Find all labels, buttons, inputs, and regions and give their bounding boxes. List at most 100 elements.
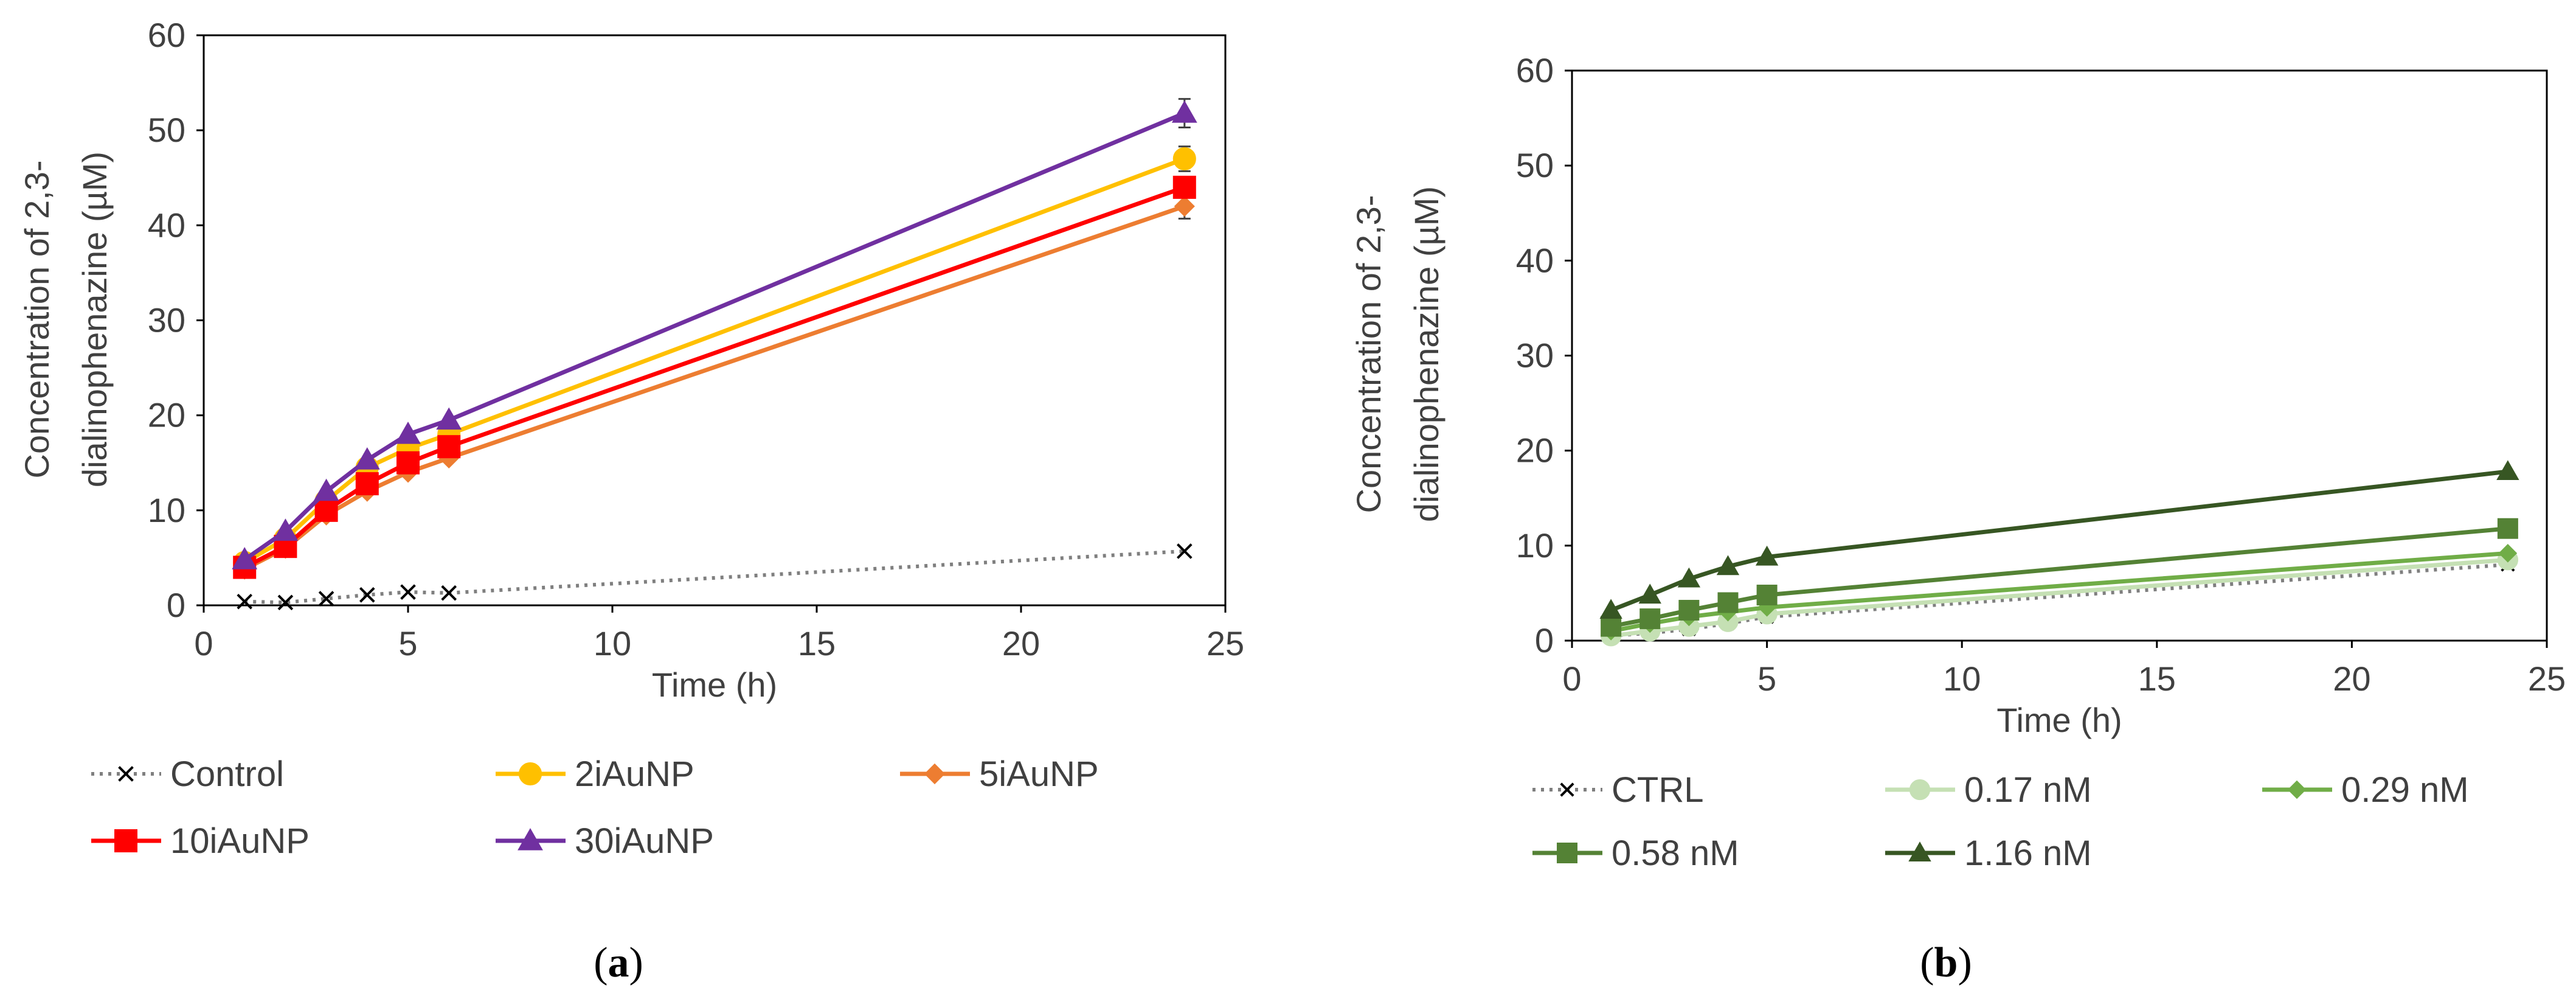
data-point: [1678, 600, 1700, 621]
data-point: [1172, 175, 1196, 199]
panel-caption: (a): [594, 939, 643, 986]
series-10iaunp: [233, 175, 1196, 579]
y-tick-label: 10: [1516, 526, 1554, 565]
y-tick-label: 40: [148, 206, 185, 244]
series-2iaunp: [233, 145, 1196, 574]
legend-label: 2iAuNP: [575, 754, 694, 794]
data-point: [354, 447, 380, 470]
series-5iaunp: [234, 193, 1195, 580]
legend-marker: [518, 762, 542, 786]
data-point: [1717, 592, 1739, 613]
chart-panel-b: 0 10 20 30 40 50 60 0 5 10 15 20 25 Time (h) Concentra…: [1349, 51, 2566, 986]
caption-letter: a: [608, 939, 629, 986]
legend-entry: 30iAuNP: [496, 821, 714, 861]
legend-marker: [1557, 843, 1577, 863]
caption-open: (: [1920, 939, 1934, 986]
x-tick-label: 20: [2333, 659, 2370, 698]
legend-marker: [924, 763, 946, 785]
legend-entry: 2iAuNP: [496, 754, 694, 794]
data-point: [441, 585, 457, 601]
caption-close: ): [629, 939, 643, 986]
y-tick-label: 60: [148, 16, 185, 54]
data-point: [1638, 583, 1661, 604]
legend: Control 2iAuNP 5iAuNP 10iAuNP 30iAuNP: [91, 754, 1099, 861]
caption-close: ): [1958, 939, 1972, 986]
series-control: [237, 543, 1193, 611]
y-axis-label-line2: dialinophenazine (µM): [75, 151, 114, 487]
series-line: [243, 185, 1185, 569]
caption-open: (: [594, 939, 608, 986]
caption-letter: b: [1934, 939, 1958, 986]
data-point: [1599, 599, 1622, 619]
legend-entry: CTRL: [1532, 770, 1703, 810]
legend-marker: [518, 828, 543, 851]
legend-entry: 5iAuNP: [900, 754, 1099, 794]
data-point: [359, 587, 375, 603]
data-point: [437, 435, 461, 459]
y-tick-label: 0: [167, 586, 185, 624]
x-tick-label: 5: [1757, 659, 1776, 698]
data-point: [436, 407, 462, 430]
data-point: [395, 422, 421, 444]
legend-marker: [1909, 779, 1931, 801]
data-point: [1755, 545, 1779, 566]
plot-area-frame: [203, 34, 1227, 607]
data-point: [313, 478, 339, 501]
legend-entry: 0.58 nM: [1532, 833, 1739, 873]
legend-entry: 0.29 nM: [2262, 770, 2469, 810]
legend-label: Control: [170, 754, 284, 794]
data-point: [1757, 598, 1776, 617]
x-axis-label: Time (h): [1996, 701, 2122, 739]
y-axis-label: Concentration of 2,3- dialinophenazine (µ…: [18, 151, 114, 487]
data-point: [1172, 147, 1196, 171]
x-tick-label: 0: [194, 624, 213, 663]
x-tick-label: 5: [398, 624, 417, 663]
legend-label: 30iAuNP: [575, 821, 714, 861]
y-tick-label: 30: [1516, 336, 1554, 375]
y-tick-label: 50: [148, 111, 185, 149]
x-tick-label: 25: [2528, 659, 2566, 698]
data-point: [1176, 543, 1193, 559]
y-tick-label: 40: [1516, 241, 1554, 279]
legend-marker: [118, 766, 134, 782]
y-tick-label: 50: [1516, 146, 1554, 184]
series-line: [1610, 563, 2508, 638]
plot-area-frame: [1571, 69, 2548, 642]
series-line: [243, 156, 1186, 565]
data-point: [355, 472, 379, 496]
legend-marker: [2287, 780, 2307, 799]
data-point: [1601, 616, 1622, 637]
y-axis-label-line2: dialinophenazine (µM): [1407, 186, 1446, 522]
panel-caption: (b): [1920, 939, 1972, 986]
legend-entry: 1.16 nM: [1885, 833, 2092, 873]
data-point: [1756, 585, 1778, 606]
y-axis-label: Concentration of 2,3- dialinophenazine (µ…: [1349, 186, 1446, 522]
legend-label: 1.16 nM: [1964, 833, 2092, 873]
data-point: [232, 547, 258, 569]
y-tick-label: 10: [148, 491, 185, 529]
series-line: [244, 549, 1185, 605]
legend-entry: Control: [91, 754, 284, 794]
legend-label: CTRL: [1612, 770, 1703, 810]
legend-label: 0.17 nM: [1964, 770, 2092, 810]
legend-label: 10iAuNP: [170, 821, 310, 861]
chart-panel-a: 0 10 20 30 40 50 60 0 5 10 15 20 25 Time (h) Concentra…: [18, 16, 1244, 986]
data-point: [1174, 196, 1195, 217]
data-point: [2498, 544, 2518, 563]
data-point: [1716, 555, 1740, 576]
legend-marker: [1560, 782, 1574, 797]
data-point: [237, 593, 253, 610]
x-tick-label: 25: [1207, 624, 1244, 663]
data-point: [400, 584, 416, 600]
x-tick-label: 10: [594, 624, 631, 663]
y-tick-label: 20: [1516, 431, 1554, 470]
data-point: [2497, 518, 2518, 539]
series-0-58-nm: [1601, 518, 2518, 637]
series-1-16-nm: [1599, 460, 2519, 619]
legend: CTRL 0.17 nM 0.29 nM 0.58 nM 1.16 nM: [1532, 770, 2469, 873]
legend-marker: [114, 829, 137, 852]
legend-marker: [1908, 841, 1931, 862]
x-tick-label: 10: [1943, 659, 1981, 698]
x-axis-label: Time (h): [652, 666, 777, 704]
legend-entry: 0.17 nM: [1885, 770, 2092, 810]
